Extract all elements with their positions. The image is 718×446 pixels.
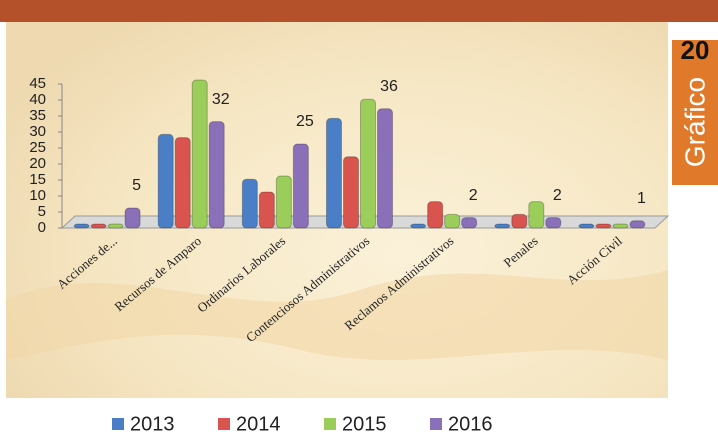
y-tick-label: 25	[29, 139, 46, 156]
legend-label: 2015	[342, 413, 387, 435]
y-tick-label: 45	[29, 75, 46, 92]
bar	[192, 80, 207, 228]
data-label: 36	[380, 78, 398, 95]
bar	[428, 202, 443, 228]
bar	[74, 224, 89, 228]
tab-label: Gráfico	[679, 77, 710, 167]
bar	[378, 109, 393, 228]
bar	[108, 224, 123, 228]
background	[6, 22, 668, 442]
bar	[512, 214, 527, 228]
bar	[462, 218, 477, 228]
bar	[613, 224, 628, 228]
bar	[411, 224, 426, 228]
legend-label: 2016	[448, 413, 493, 435]
bar	[529, 202, 544, 228]
bar	[175, 138, 190, 228]
legend-band	[6, 398, 668, 442]
bar	[546, 218, 561, 228]
data-label: 2	[553, 187, 562, 204]
data-label: 32	[212, 91, 230, 108]
y-tick-label: 5	[38, 203, 46, 220]
bar	[495, 224, 510, 228]
bar	[293, 144, 308, 228]
bar	[276, 176, 291, 228]
legend-swatch	[218, 418, 230, 430]
bar	[445, 214, 460, 228]
legend-label: 2013	[130, 413, 175, 435]
data-label: 25	[296, 113, 314, 130]
y-tick-label: 0	[38, 219, 46, 236]
bar	[125, 208, 140, 228]
y-tick-label: 30	[29, 123, 46, 140]
chart: 20 Gráfico 051015202530354045Acciones de…	[0, 0, 718, 446]
bar	[259, 192, 274, 228]
bar	[579, 224, 594, 228]
legend-label: 2014	[236, 413, 281, 435]
bar	[630, 221, 645, 228]
data-label: 2	[469, 187, 478, 204]
y-tick-label: 15	[29, 171, 46, 188]
bar	[91, 224, 106, 228]
tab-number: 20	[681, 35, 710, 65]
bar	[242, 179, 257, 228]
bar	[158, 134, 173, 228]
legend-swatch	[324, 418, 336, 430]
top-bar	[0, 0, 718, 22]
bar	[596, 224, 611, 228]
y-tick-label: 20	[29, 155, 46, 172]
y-tick-label: 10	[29, 187, 46, 204]
legend-swatch	[430, 418, 442, 430]
bar	[344, 157, 359, 228]
data-label: 5	[132, 177, 141, 194]
bar	[361, 99, 376, 228]
y-tick-label: 40	[29, 91, 46, 108]
y-tick-label: 35	[29, 107, 46, 124]
bar	[209, 122, 224, 228]
bar	[327, 118, 342, 228]
legend-swatch	[112, 418, 124, 430]
data-label: 1	[637, 190, 646, 207]
